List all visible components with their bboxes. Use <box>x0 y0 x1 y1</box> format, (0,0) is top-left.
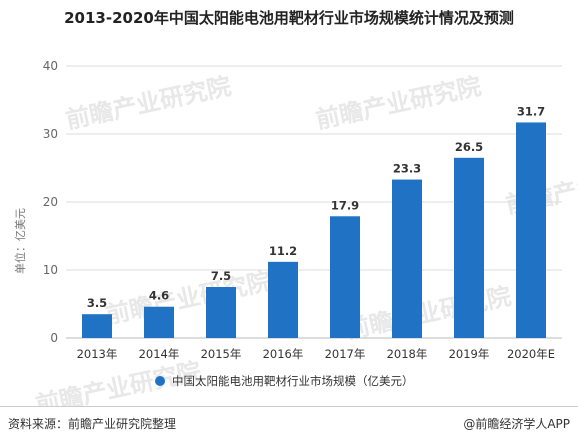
x-tick-label: 2015年 <box>201 347 242 361</box>
x-tick-label: 2013年 <box>77 347 118 361</box>
bar <box>392 179 422 338</box>
y-tick-label: 40 <box>43 59 58 73</box>
credit-text: @前瞻经济学人APP <box>463 417 570 431</box>
x-tick-label: 2014年 <box>139 347 180 361</box>
data-label: 31.7 <box>517 104 545 118</box>
y-tick-label: 0 <box>50 331 58 345</box>
chart-title: 2013-2020年中国太阳能电池用靶材行业市场规模统计情况及预测 <box>64 9 514 27</box>
bar <box>82 314 112 338</box>
data-label: 26.5 <box>455 140 483 154</box>
y-tick-label: 10 <box>43 263 58 277</box>
data-label: 23.3 <box>393 162 421 176</box>
bar <box>516 122 546 338</box>
x-tick-label: 2020年E <box>507 347 555 361</box>
y-tick-label: 30 <box>43 127 58 141</box>
legend-label: 中国太阳能电池用靶材行业市场规模（亿美元） <box>172 374 414 388</box>
data-label: 11.2 <box>269 244 297 258</box>
bar-chart: 前瞻产业研究院前瞻产业研究院前瞻产业研究院前瞻产业研究院前瞻产业研究院前瞻产业研… <box>33 59 578 419</box>
x-tick-label: 2016年 <box>263 347 304 361</box>
watermark-4: 前瞻产业研究院 <box>103 267 273 329</box>
y-tick-label: 20 <box>43 195 58 209</box>
x-tick-label: 2017年 <box>325 347 366 361</box>
y-axis-label-wrap: 单位：亿美元 <box>10 176 34 306</box>
source-text: 资料来源：前瞻产业研究院整理 <box>8 417 177 431</box>
legend-marker <box>155 376 165 386</box>
bar <box>206 287 236 338</box>
chart-area: 前瞻产业研究院前瞻产业研究院前瞻产业研究院前瞻产业研究院前瞻产业研究院前瞻产业研… <box>0 36 578 419</box>
data-label: 17.9 <box>331 198 359 212</box>
x-tick-label: 2019年 <box>449 347 490 361</box>
data-label: 3.5 <box>87 296 107 310</box>
watermark-1: 前瞻产业研究院 <box>63 72 233 134</box>
y-axis-label: 单位：亿美元 <box>14 208 27 274</box>
footer: 资料来源：前瞻产业研究院整理 @前瞻经济学人APP <box>0 406 578 442</box>
bar <box>268 261 298 338</box>
data-label: 7.5 <box>211 269 231 283</box>
bar <box>330 216 360 338</box>
data-label: 4.6 <box>149 289 169 303</box>
bar <box>454 157 484 338</box>
x-tick-label: 2018年 <box>387 347 428 361</box>
bar <box>144 306 174 338</box>
watermark-2: 前瞻产业研究院 <box>313 72 483 134</box>
watermark-5: 前瞻产业研究院 <box>343 282 513 344</box>
